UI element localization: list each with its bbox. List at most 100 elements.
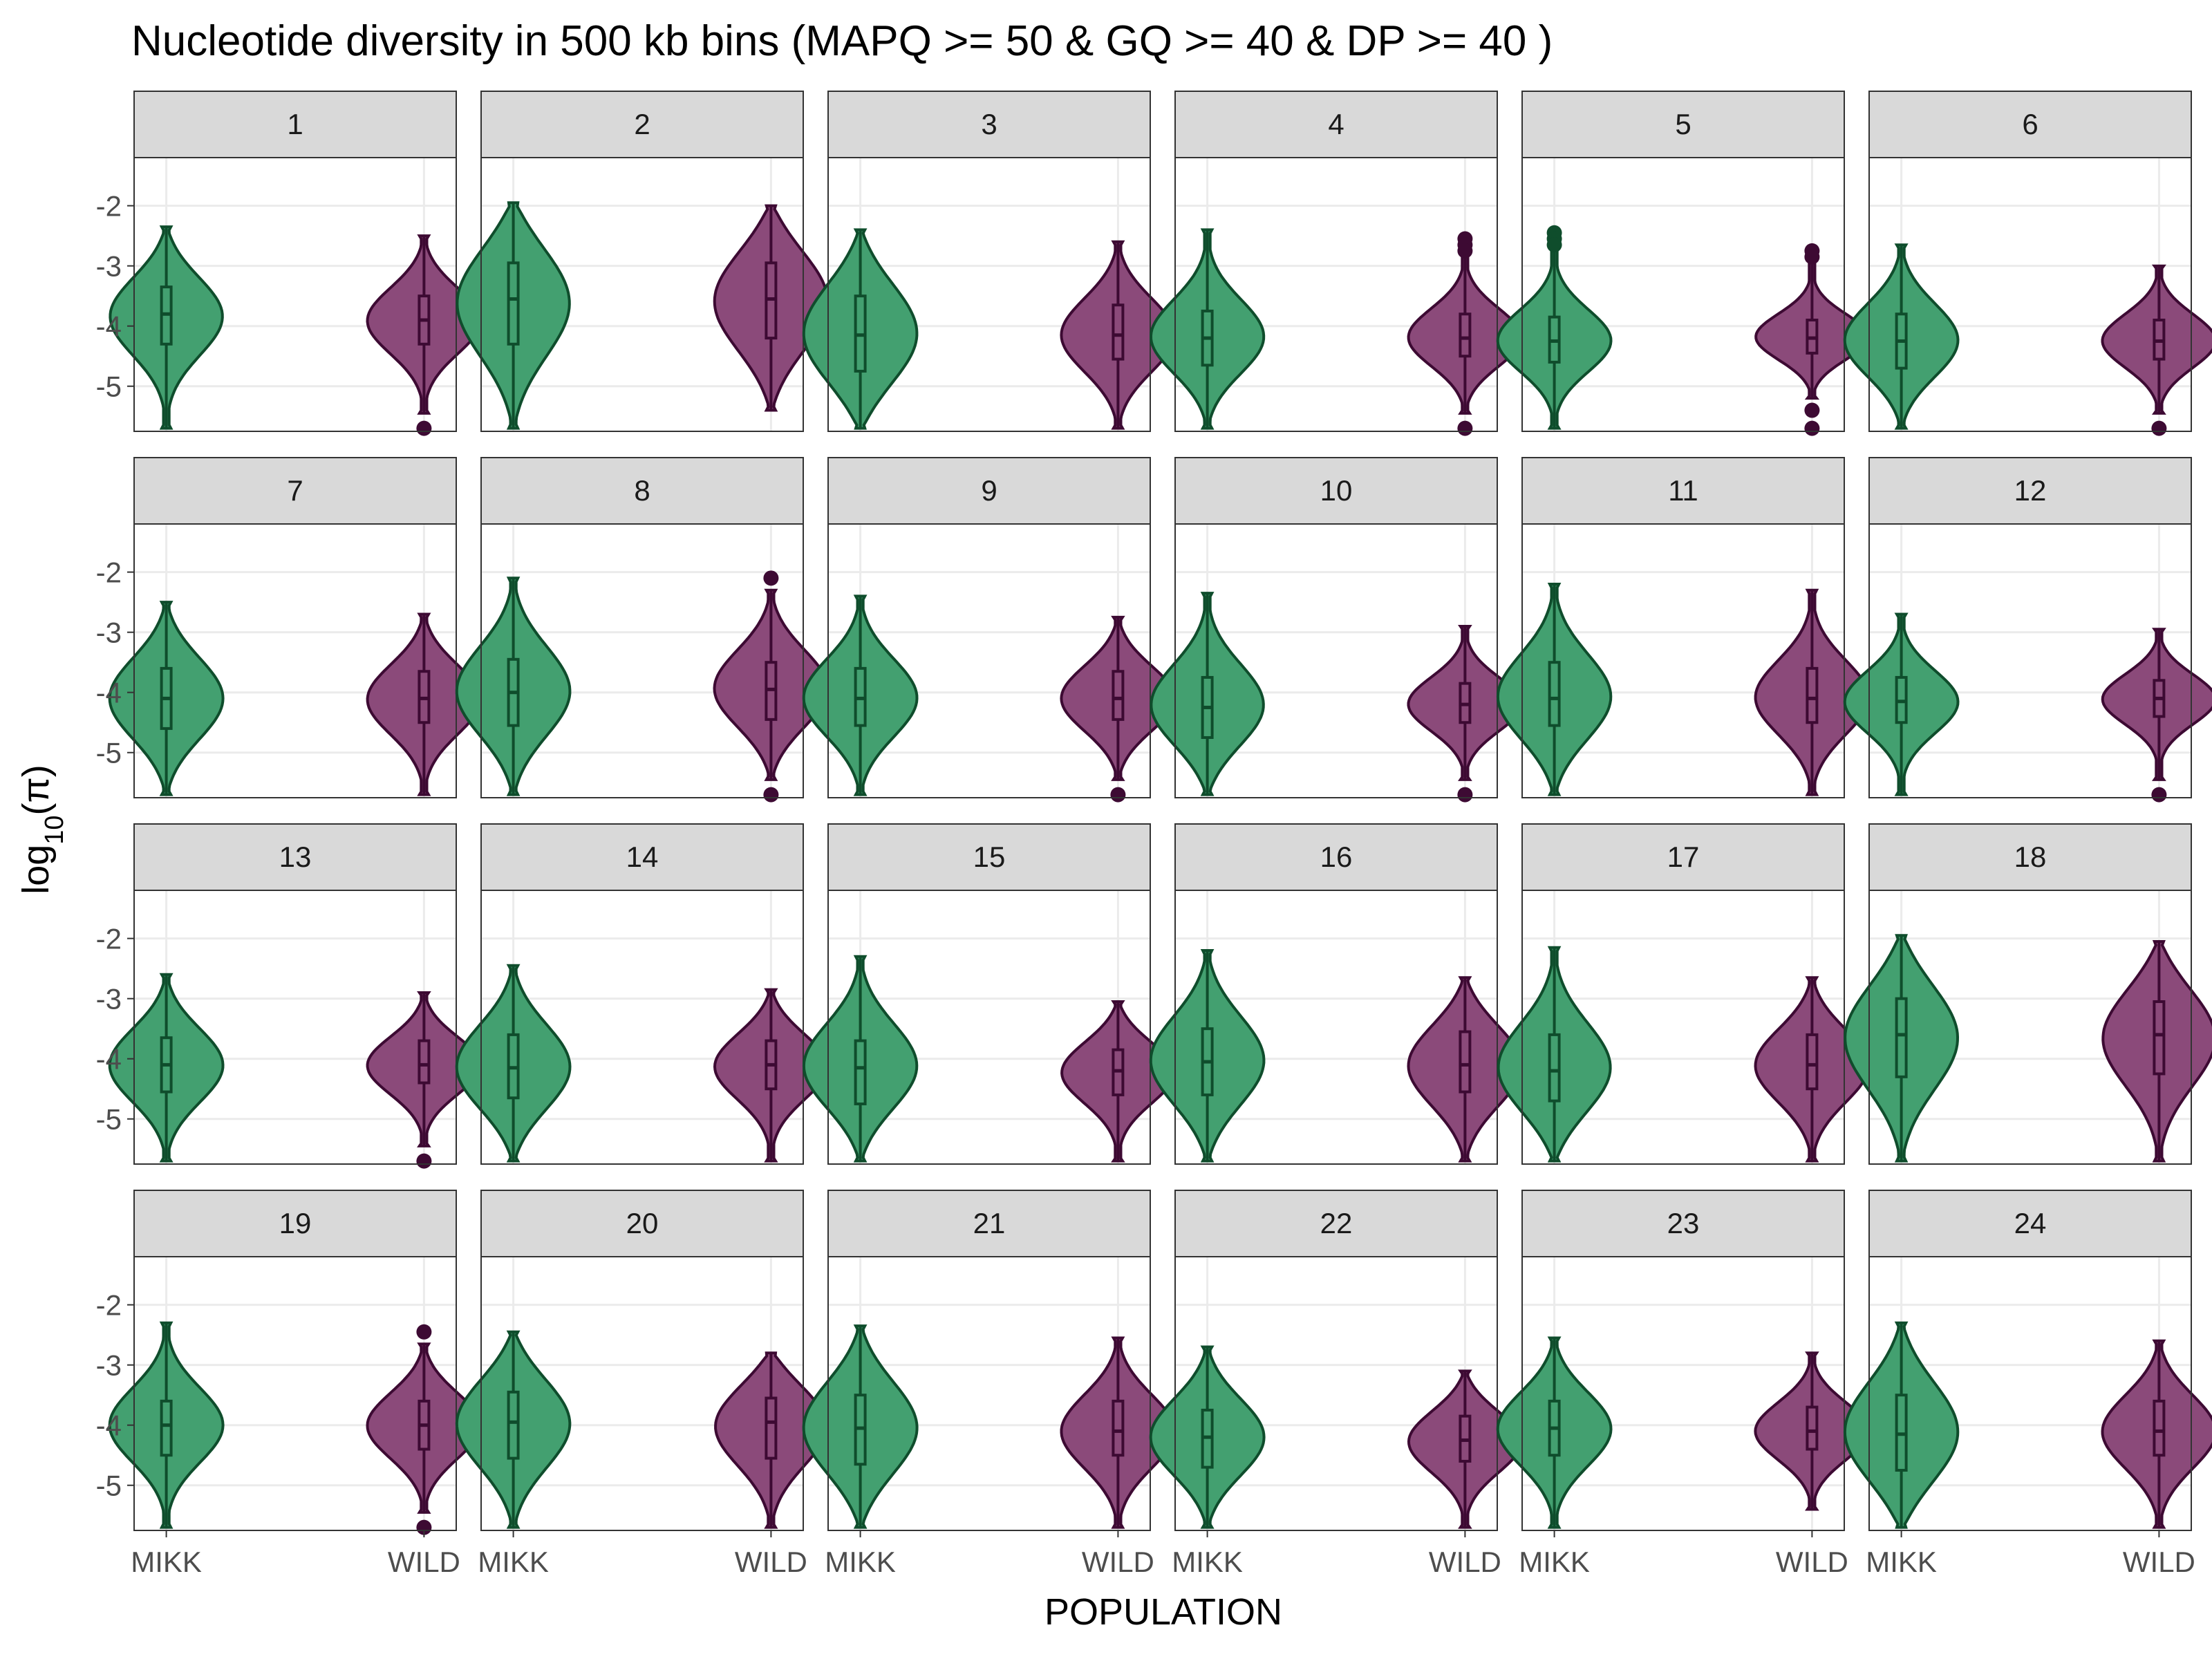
- panel-border: [480, 523, 804, 798]
- x-tick-label: MIKK: [478, 1546, 549, 1578]
- panel-border: [1174, 157, 1498, 432]
- iqr-box-wild: [1459, 312, 1472, 358]
- facet-strip: [1521, 91, 1845, 158]
- facet-strip: [480, 91, 804, 158]
- x-axis-title: POPULATION: [1044, 1591, 1282, 1633]
- panel-border: [1174, 890, 1498, 1165]
- facet-strip: [133, 1190, 457, 1257]
- facet-strip-label: 1: [287, 108, 303, 140]
- facet-strip-label: 16: [1320, 841, 1353, 873]
- x-tick-label: MIKK: [1866, 1546, 1937, 1578]
- facet-strip-label: 14: [626, 841, 659, 873]
- facet-strip: [827, 91, 1151, 158]
- panel-border: [1174, 1256, 1498, 1531]
- panel-border: [1521, 157, 1845, 432]
- y-tick-label: -2: [96, 1289, 122, 1322]
- y-tick-label: -3: [96, 983, 122, 1015]
- facet-strip-label: 21: [973, 1207, 1006, 1239]
- x-tick-label: WILD: [388, 1546, 460, 1578]
- iqr-box-wild: [418, 1039, 431, 1085]
- outlier-point-wild: [1804, 249, 1820, 265]
- y-axis-title: log10(π): [15, 765, 69, 894]
- y-axis-title-rest: (π): [15, 765, 57, 815]
- panel-border: [1174, 523, 1498, 798]
- outlier-point-wild: [1804, 402, 1820, 418]
- facet-strip: [480, 457, 804, 525]
- outlier-point-mikk: [1546, 237, 1562, 253]
- facet-strip: [1174, 823, 1498, 891]
- facet-strip-label: 24: [2014, 1207, 2047, 1239]
- y-tick-label: -5: [96, 1103, 122, 1136]
- y-tick-label: -5: [96, 737, 122, 769]
- outlier-point-wild: [416, 1519, 432, 1535]
- facet-strip-label: 7: [287, 474, 303, 507]
- iqr-box-wild: [1806, 1405, 1819, 1451]
- facet-strip-label: 6: [2022, 108, 2038, 140]
- facet-strip-label: 17: [1667, 841, 1700, 873]
- y-tick-label: -4: [96, 310, 122, 343]
- facet-strip: [1174, 457, 1498, 525]
- facet-strip: [1868, 823, 2192, 891]
- facet-strip: [1521, 1190, 1845, 1257]
- iqr-box-wild: [1112, 670, 1125, 721]
- iqr-box-mikk: [854, 1039, 867, 1105]
- panel-border: [1521, 890, 1845, 1165]
- iqr-box-mikk: [1548, 1033, 1561, 1103]
- iqr-box-mikk: [507, 1390, 520, 1460]
- outlier-point-wild: [1457, 420, 1473, 436]
- iqr-box-mikk: [1548, 661, 1561, 727]
- y-tick-label: -5: [96, 371, 122, 403]
- y-axis-title-main: log: [15, 845, 57, 894]
- y-tick-label: -5: [96, 1470, 122, 1502]
- panel-border: [480, 157, 804, 432]
- iqr-box-mikk: [160, 1399, 173, 1457]
- facet-strip: [133, 823, 457, 891]
- x-tick-label: WILD: [1082, 1546, 1154, 1578]
- facet-strip-label: 10: [1320, 474, 1353, 507]
- x-tick-label: WILD: [2123, 1546, 2195, 1578]
- facet-strip-label: 13: [279, 841, 312, 873]
- panel-border: [1868, 157, 2192, 432]
- panel-border: [1521, 1256, 1845, 1531]
- chart-title: Nucleotide diversity in 500 kb bins (MAP…: [131, 17, 1553, 65]
- x-tick-label: WILD: [735, 1546, 807, 1578]
- facet-strip: [1868, 91, 2192, 158]
- facet-strip: [1174, 1190, 1498, 1257]
- iqr-box-wild: [765, 1396, 778, 1460]
- facet-strip: [827, 823, 1151, 891]
- facet-strip-label: 11: [1668, 474, 1698, 507]
- panel-border: [827, 157, 1151, 432]
- y-axis-title-subscript: 10: [40, 815, 69, 844]
- iqr-box-wild: [1806, 666, 1819, 724]
- facet-strip: [1521, 823, 1845, 891]
- panel-border: [133, 523, 457, 798]
- facet-strip-label: 20: [626, 1207, 659, 1239]
- y-tick-label: -2: [96, 923, 122, 955]
- panel-border: [133, 890, 457, 1165]
- facet-strip-label: 23: [1667, 1207, 1700, 1239]
- facet-strip-label: 22: [1320, 1207, 1353, 1239]
- facet-strip-label: 3: [981, 108, 997, 140]
- outlier-point-wild: [1457, 243, 1473, 259]
- panel-border: [827, 890, 1151, 1165]
- x-tick-label: WILD: [1776, 1546, 1848, 1578]
- outlier-point-wild: [416, 1324, 432, 1340]
- facet-strip-label: 18: [2014, 841, 2047, 873]
- y-tick-label: -4: [96, 1043, 122, 1076]
- iqr-box-mikk: [507, 261, 520, 346]
- facet-strip: [133, 91, 457, 158]
- outlier-point-wild: [763, 787, 779, 803]
- iqr-box-wild: [1112, 1399, 1125, 1457]
- facet-strip-label: 5: [1675, 108, 1691, 140]
- facet-strip: [480, 823, 804, 891]
- facet-strip-label: 15: [973, 841, 1006, 873]
- panel-border: [480, 890, 804, 1165]
- x-tick-label: MIKK: [131, 1546, 202, 1578]
- x-tick-label: MIKK: [825, 1546, 896, 1578]
- facet-strip-label: 19: [279, 1207, 312, 1239]
- panel-border: [1521, 523, 1845, 798]
- y-tick-label: -4: [96, 677, 122, 709]
- x-tick-label: MIKK: [1519, 1546, 1590, 1578]
- panel-border: [1868, 523, 2192, 798]
